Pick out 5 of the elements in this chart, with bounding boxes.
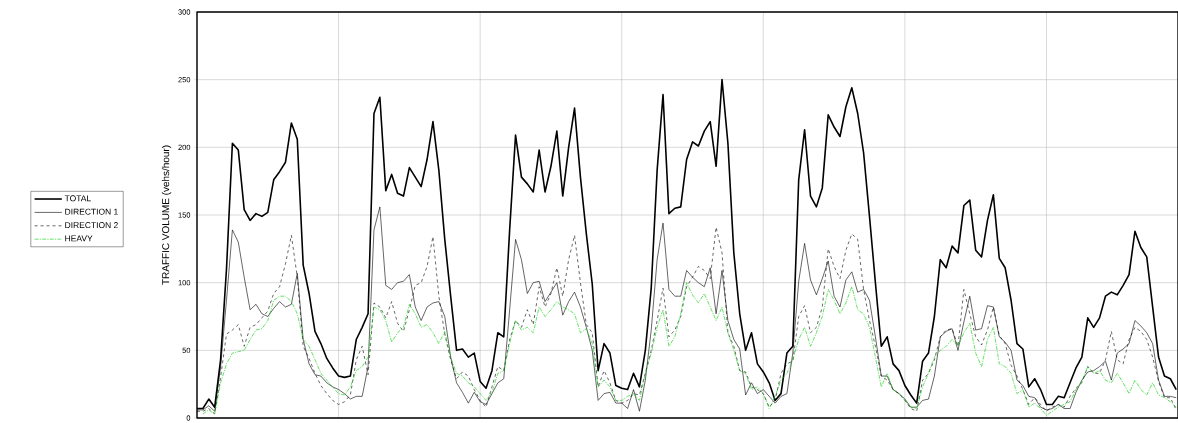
- legend-label: TOTAL: [64, 195, 91, 202]
- legend-label: DIRECTION 1: [65, 208, 118, 215]
- legend-label: HEAVY: [65, 235, 93, 242]
- y-axis-title: TRAFFIC VOLUME (vehs/hour): [161, 145, 172, 285]
- legend-label: DIRECTION 2: [65, 222, 118, 229]
